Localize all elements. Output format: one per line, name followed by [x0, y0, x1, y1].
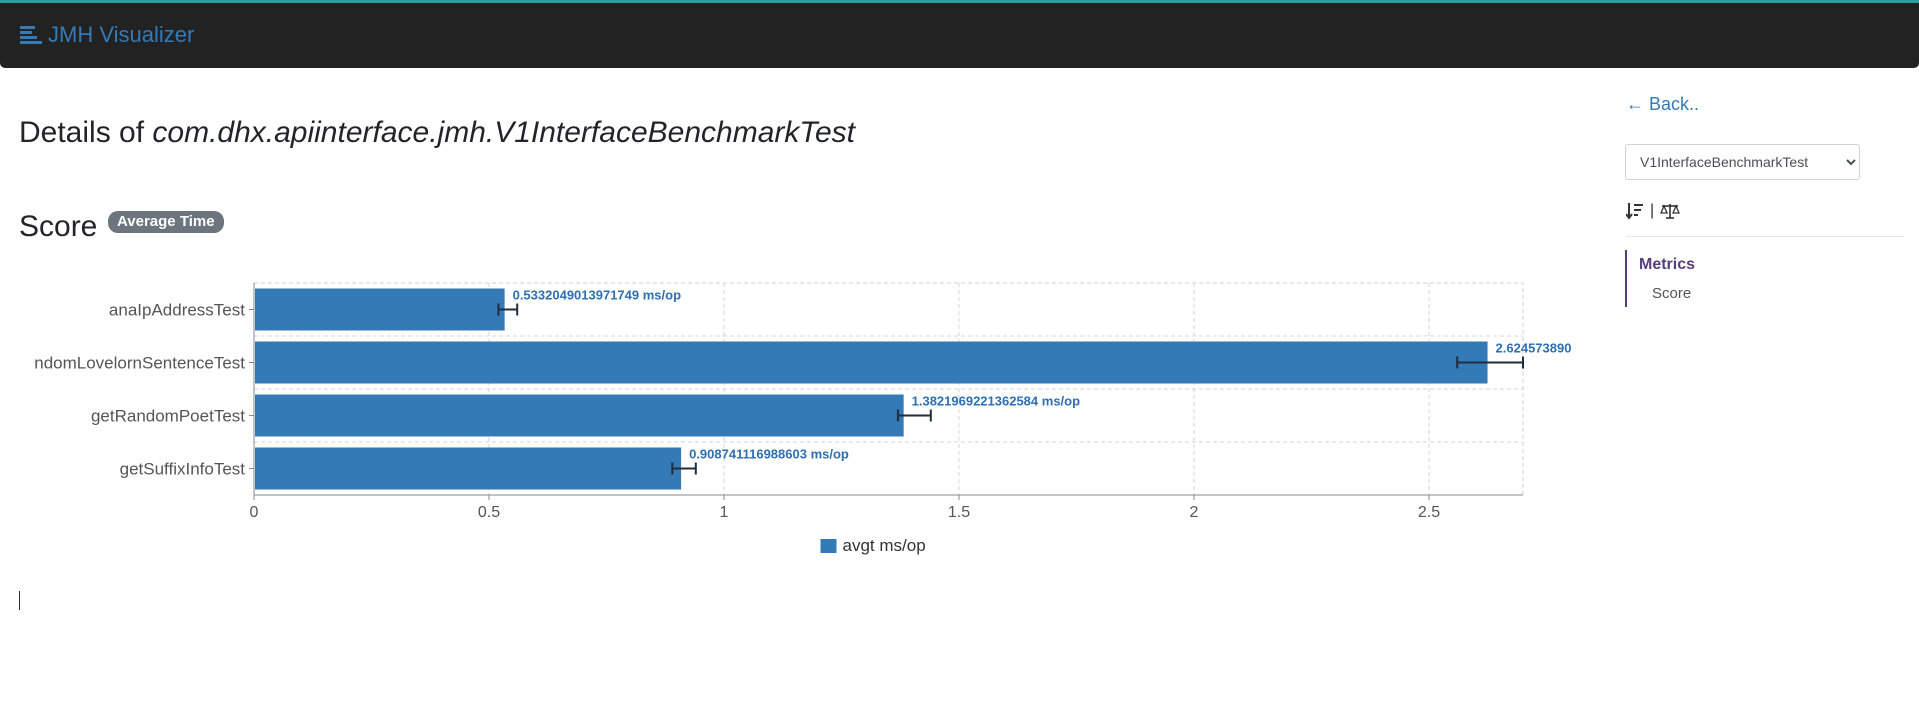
metrics-nav-heading[interactable]: Metrics	[1639, 256, 1696, 273]
y-tick-label: ndomLovelornSentenceTest	[34, 354, 245, 373]
balance-scale-icon[interactable]	[1660, 202, 1681, 220]
list-bars-icon	[20, 26, 42, 44]
brand-title[interactable]: JMH Visualizer	[48, 22, 195, 47]
bar-value-label: 0.908741116988603 ms/op	[689, 447, 849, 462]
tool-separator: |	[1650, 202, 1655, 219]
x-tick-label: 0	[250, 504, 259, 521]
view-tools: |	[1626, 202, 1681, 220]
benchmark-class-name: com.dhx.apiinterface.jmh.V1InterfaceBenc…	[152, 116, 855, 149]
back-link[interactable]: ← Back..	[1626, 94, 1700, 114]
legend-swatch	[820, 539, 837, 553]
bar-value-label: 1.3821969221362584 ms/op	[912, 394, 1080, 409]
bar-value-label: 2.624573890	[1496, 341, 1572, 356]
brand-link[interactable]: JMH Visualizer	[20, 22, 194, 48]
top-navbar: JMH Visualizer	[0, 0, 1919, 68]
sidebar-divider	[1626, 236, 1904, 237]
bar	[255, 447, 682, 490]
x-tick-label: 2	[1190, 504, 1199, 521]
legend-label: avgt ms/op	[843, 536, 926, 555]
metrics-nav-accent	[1625, 250, 1627, 307]
text-cursor	[19, 591, 20, 610]
x-tick-label: 0.5	[478, 504, 500, 521]
title-prefix: Details of	[19, 116, 153, 149]
score-bar-chart: 0 0.5 1 1.5 2 2.5 anaIpAddressTest 0.5332049013…	[34, 282, 1572, 555]
metrics-nav-item-score[interactable]: Score	[1652, 285, 1692, 302]
benchmark-select[interactable]: V1InterfaceBenchmarkTest	[1625, 144, 1860, 180]
score-heading: Score	[19, 210, 98, 243]
x-tick-label: 1	[720, 504, 729, 521]
bar	[255, 394, 904, 437]
x-tick-label: 2.5	[1418, 504, 1440, 521]
bar	[255, 341, 1488, 384]
bar-value-label: 0.5332049013971749 ms/op	[513, 288, 681, 303]
bar	[255, 288, 505, 331]
y-tick-label: getRandomPoetTest	[91, 407, 245, 426]
mode-badge: Average Time	[108, 211, 224, 233]
page-title: Details of com.dhx.apiinterface.jmh.V1In…	[19, 116, 855, 150]
y-tick-label: getSuffixInfoTest	[120, 460, 246, 479]
y-tick-label: anaIpAddressTest	[109, 301, 245, 320]
x-tick-label: 1.5	[948, 504, 970, 521]
sort-icon[interactable]	[1626, 202, 1644, 220]
